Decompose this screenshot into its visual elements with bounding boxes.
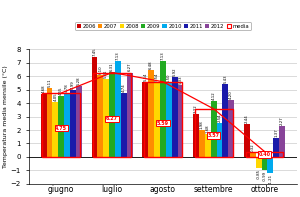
Bar bbox=[193, 114, 199, 157]
Text: 2.44: 2.44 bbox=[245, 114, 249, 123]
Bar bbox=[103, 79, 109, 157]
Bar bbox=[64, 93, 70, 157]
Text: 0.40: 0.40 bbox=[259, 152, 271, 157]
Text: 5.33: 5.33 bbox=[178, 75, 182, 84]
Text: 4.75: 4.75 bbox=[55, 126, 67, 131]
Bar bbox=[93, 72, 131, 157]
Bar bbox=[223, 84, 228, 157]
Text: 4.05: 4.05 bbox=[53, 93, 57, 101]
Bar bbox=[268, 157, 273, 173]
Bar bbox=[205, 134, 211, 157]
Text: -1.21: -1.21 bbox=[268, 174, 272, 184]
Bar bbox=[195, 109, 232, 157]
Bar bbox=[127, 72, 133, 157]
Legend: 2006, 2007, 2008, 2009, 2010, 2011, 2012, media: 2006, 2007, 2008, 2009, 2010, 2011, 2012… bbox=[75, 22, 251, 31]
Bar bbox=[250, 153, 256, 157]
Text: 2.27: 2.27 bbox=[280, 117, 284, 125]
Text: 2.54: 2.54 bbox=[218, 113, 222, 122]
Text: 1.68: 1.68 bbox=[206, 125, 210, 133]
Text: 5.54: 5.54 bbox=[143, 73, 147, 81]
Text: 5.50: 5.50 bbox=[167, 73, 171, 82]
Text: 6.27: 6.27 bbox=[106, 116, 118, 122]
Text: 7.13: 7.13 bbox=[116, 51, 120, 60]
Bar bbox=[154, 82, 160, 157]
Bar bbox=[142, 82, 148, 157]
Bar bbox=[52, 102, 58, 157]
Text: 5.81: 5.81 bbox=[104, 69, 108, 78]
Text: 3.22: 3.22 bbox=[194, 104, 198, 112]
Text: 0.32: 0.32 bbox=[251, 143, 255, 151]
Bar bbox=[115, 61, 121, 157]
Bar bbox=[244, 124, 250, 157]
Text: 1.98: 1.98 bbox=[200, 120, 204, 129]
Bar bbox=[256, 157, 262, 168]
Text: 4.78: 4.78 bbox=[65, 83, 69, 92]
Text: 6.31: 6.31 bbox=[110, 62, 114, 71]
Text: 4.99: 4.99 bbox=[71, 80, 75, 89]
Text: -0.99: -0.99 bbox=[262, 171, 267, 181]
Text: 7.45: 7.45 bbox=[92, 47, 97, 56]
Bar bbox=[211, 101, 217, 157]
Bar bbox=[92, 57, 98, 157]
Bar bbox=[166, 83, 172, 157]
Text: 6.27: 6.27 bbox=[128, 63, 132, 72]
Text: 5.43: 5.43 bbox=[224, 74, 227, 83]
Text: 4.74: 4.74 bbox=[122, 83, 126, 92]
Text: -0.85: -0.85 bbox=[257, 169, 261, 179]
Bar bbox=[46, 88, 52, 157]
Text: 6.10: 6.10 bbox=[98, 65, 102, 74]
Bar bbox=[160, 61, 166, 157]
Text: 4.12: 4.12 bbox=[212, 92, 216, 100]
Bar bbox=[228, 100, 234, 157]
Bar bbox=[178, 85, 183, 157]
Bar bbox=[76, 86, 82, 157]
Bar bbox=[58, 96, 64, 157]
Text: 4.20: 4.20 bbox=[229, 91, 233, 99]
Bar bbox=[199, 130, 205, 157]
Bar bbox=[217, 123, 223, 157]
Y-axis label: Temperatura media mensile (°C): Temperatura media mensile (°C) bbox=[3, 65, 8, 168]
Bar bbox=[148, 70, 154, 157]
Text: 5.28: 5.28 bbox=[77, 76, 81, 85]
Bar bbox=[98, 75, 103, 157]
Text: 4.55: 4.55 bbox=[59, 86, 63, 95]
Text: 4.68: 4.68 bbox=[42, 84, 46, 93]
Bar bbox=[109, 72, 115, 157]
Bar bbox=[273, 138, 279, 157]
Text: 5.54: 5.54 bbox=[155, 73, 159, 81]
Bar bbox=[144, 82, 182, 157]
Bar bbox=[279, 126, 285, 157]
Text: 5.59: 5.59 bbox=[157, 121, 169, 125]
Bar bbox=[172, 77, 178, 157]
Bar bbox=[246, 151, 284, 157]
Bar bbox=[121, 93, 127, 157]
Bar bbox=[41, 94, 46, 157]
Text: 1.37: 1.37 bbox=[274, 129, 278, 138]
Text: 3.57: 3.57 bbox=[208, 133, 220, 138]
Bar bbox=[42, 93, 80, 157]
Bar bbox=[262, 157, 268, 170]
Text: 5.92: 5.92 bbox=[172, 68, 177, 76]
Text: 6.48: 6.48 bbox=[149, 60, 153, 69]
Bar bbox=[70, 90, 76, 157]
Text: 7.13: 7.13 bbox=[161, 51, 165, 60]
Text: 5.11: 5.11 bbox=[47, 78, 52, 87]
